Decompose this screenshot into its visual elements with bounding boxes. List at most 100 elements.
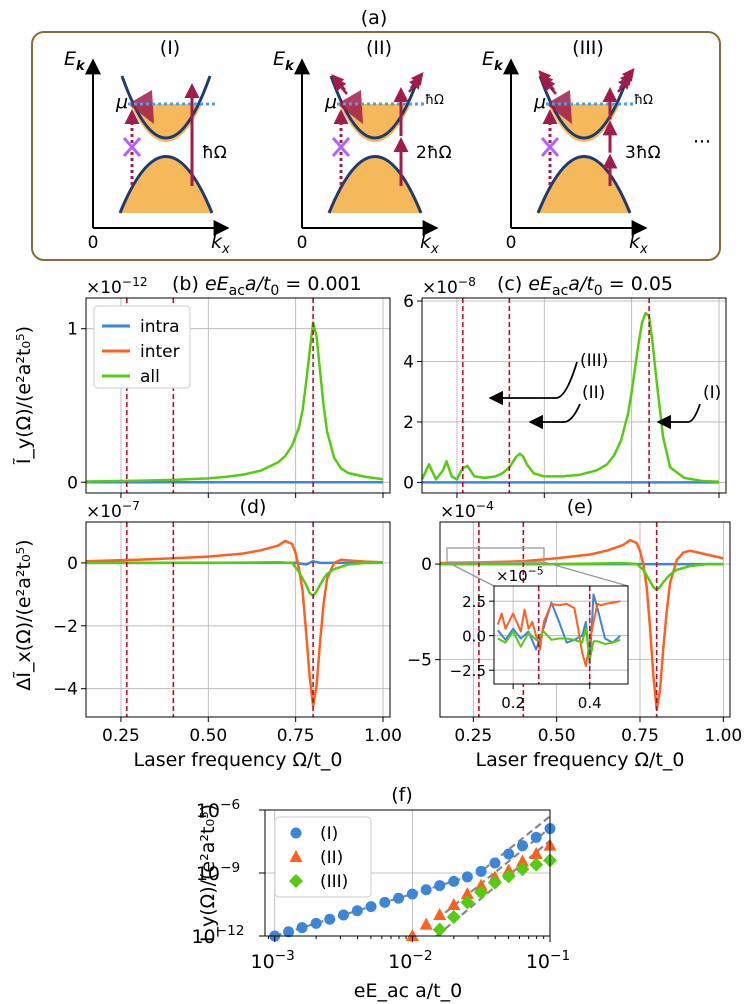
valence-band: [536, 155, 632, 214]
k-axis-subscript: x: [221, 242, 230, 257]
energy-axis-label: Ek: [273, 48, 295, 74]
series-all: [497, 627, 621, 662]
xtick-label-exp: −2: [412, 948, 432, 964]
ytick-label: 6: [403, 292, 414, 312]
xtick-label: 10−2: [388, 948, 432, 973]
ytick-label: 0.0: [462, 628, 486, 646]
cross-mark: [540, 137, 560, 157]
energy-axis-letter: E: [482, 48, 494, 70]
data-point-circle: [406, 888, 418, 900]
title-a: a/t: [568, 273, 595, 295]
photon-energy-label: 3ħΩ: [625, 143, 661, 163]
ytick-label: 10−12: [191, 923, 244, 948]
k-axis-letter: k: [420, 231, 432, 253]
ytick-label: 2.5: [462, 593, 486, 611]
ytick-label: 0: [421, 555, 432, 575]
series-all: [85, 321, 384, 483]
ytick-label: 1: [67, 320, 78, 340]
scale-factor-exp: −7: [122, 499, 140, 513]
xtick-label: 10−3: [251, 948, 295, 973]
title-sub: ac: [552, 283, 568, 299]
k-axis-subscript: x: [639, 242, 648, 257]
energy-axis-label: Ek: [482, 48, 504, 74]
figure-a-label: (a): [361, 7, 387, 29]
ytick-label: −4: [53, 680, 78, 700]
xtick-label-base: 10: [388, 951, 412, 973]
series-all: [86, 561, 383, 598]
k-axis-label: kx: [420, 231, 439, 257]
xtick-label: 10−1: [526, 948, 570, 973]
axes-frame: [493, 585, 629, 685]
ytick-label-base: 10: [196, 800, 220, 822]
data-point-circle: [503, 848, 515, 860]
schematic-panel-label: (II): [366, 37, 392, 59]
ytick-label-exp: −12: [216, 923, 245, 939]
annotation-arrow: [488, 361, 578, 406]
data-point-diamond: [432, 922, 447, 937]
title-label: (c): [497, 273, 528, 295]
photon-energy-small: ħΩ: [634, 93, 653, 108]
data-point-circle: [420, 884, 432, 896]
data-point-circle: [489, 857, 501, 869]
data-point-triangle: [460, 887, 474, 899]
data-point-circle: [365, 901, 377, 913]
chemical-potential-label: μ: [533, 91, 546, 113]
annotation-label: (III): [580, 351, 608, 371]
data-point-circle: [324, 913, 336, 925]
panel-e-title: (e): [567, 496, 594, 518]
schematic-box: [31, 31, 721, 261]
k-axis-letter: k: [629, 231, 641, 253]
energy-axis-subscript: k: [285, 59, 295, 74]
scale-factor: ×10−7: [86, 499, 140, 522]
data-point-triangle: [447, 897, 461, 910]
ytick-label-base: 10: [196, 863, 220, 885]
pumped-region: [546, 90, 572, 124]
origin-label: 0: [297, 233, 308, 253]
xtick-label-exp: −3: [275, 948, 295, 964]
xtick-label: 0.2: [501, 694, 525, 712]
data-point-circle: [475, 865, 487, 877]
data-point-circle: [379, 896, 391, 908]
xtick-label: 0.75: [621, 726, 659, 746]
energy-axis-subscript: k: [76, 59, 86, 74]
ellipsis: ···: [693, 131, 711, 153]
legend-label-all: all: [140, 367, 160, 387]
xtick-label: 0.75: [277, 726, 315, 746]
chemical-potential-label: μ: [324, 91, 337, 113]
scale-factor-exp: −4: [476, 499, 494, 513]
annotation-label: (II): [582, 383, 605, 403]
ytick-label-base: 10: [191, 926, 215, 948]
title-value: = 0.001: [279, 273, 361, 295]
scale-factor-base: ×10: [496, 567, 528, 585]
panel-e-xlabel: Laser frequency Ω/t_0: [476, 749, 685, 771]
title-a: a/t: [245, 273, 272, 295]
ytick-label: 0: [67, 473, 78, 493]
pumped-region: [337, 90, 363, 124]
data-point-triangle: [515, 854, 529, 867]
photon-energy-label: ħΩ: [202, 143, 227, 163]
panel-f-ylabel: Ĩ_y(Ω)/(e²a²t₀⁵): [196, 804, 219, 943]
scale-factor: ×10−8: [422, 275, 476, 298]
data-point-triangle: [433, 908, 447, 920]
data-point-circle: [337, 909, 349, 921]
xtick-label: 1.00: [364, 726, 402, 746]
ytick-label: 10−9: [196, 860, 240, 885]
scale-factor-base: ×10: [86, 502, 122, 522]
scattering-arrow: [621, 68, 635, 85]
inset: 2.5 0.0 −2.5 0.2 0.4 ×10−5: [450, 565, 629, 712]
title-value: = 0.05: [603, 273, 673, 295]
scattering-arrow: [538, 70, 553, 87]
ytick-label: −2: [53, 617, 78, 637]
zoom-connector: [543, 561, 629, 587]
legend: (I) (II) (III): [274, 816, 372, 898]
photon-energy-small: ħΩ: [425, 93, 444, 108]
pumped-region: [128, 90, 154, 124]
ytick-label: −2.5: [450, 662, 486, 680]
data-point-diamond: [446, 910, 461, 925]
title-sub: ac: [229, 283, 245, 299]
scale-factor-exp: −12: [122, 275, 148, 289]
